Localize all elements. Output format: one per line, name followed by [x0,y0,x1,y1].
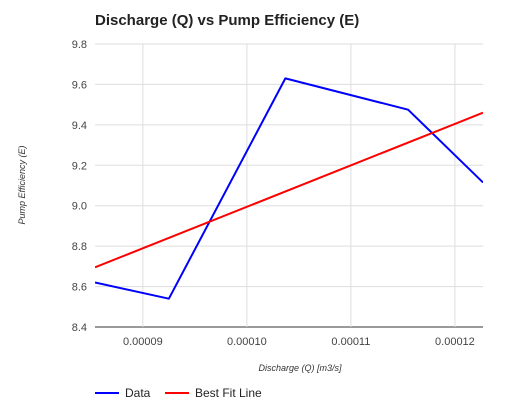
gridlines [95,43,483,328]
x-tick-label: 0.00010 [227,336,267,348]
x-tick-label: 0.00012 [435,336,475,348]
y-tick-label: 9.4 [72,120,87,132]
series-lines [95,77,483,300]
series-line-best-fit [95,111,483,269]
y-tick-label: 9.8 [72,39,87,51]
x-axis-label: Discharge (Q) [m3/s] [258,363,342,373]
tick-labels: 8.4 8.6 8.8 9.0 9.2 9.4 9.6 9.8 0.00009 0.00010 0.… [72,39,475,348]
y-tick-label: 9.2 [72,160,87,172]
y-tick-label: 8.8 [72,241,87,253]
chart-title: Discharge (Q) vs Pump Efficiency (E) [95,12,359,29]
y-tick-label: 9.0 [72,201,87,213]
y-tick-label: 8.6 [72,282,87,294]
legend: Data Best Fit Line [95,386,262,400]
y-tick-label: 9.6 [72,79,87,91]
x-tick-label: 0.00009 [123,336,163,348]
series-line-data [95,77,483,300]
legend-label: Best Fit Line [195,386,262,400]
legend-label: Data [125,386,151,400]
x-tick-label: 0.00011 [331,336,370,348]
y-axis-label: Pump Efficiency (E) [17,145,27,224]
y-tick-label: 8.4 [72,322,87,334]
